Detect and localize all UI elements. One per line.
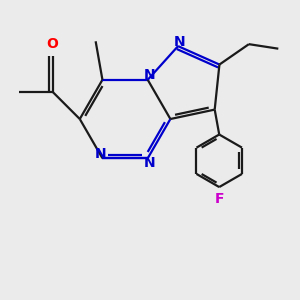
Text: N: N [144,68,155,82]
Text: N: N [144,156,155,170]
Text: F: F [214,193,224,206]
Text: N: N [95,147,106,161]
Text: N: N [174,34,186,49]
Text: O: O [47,37,58,51]
